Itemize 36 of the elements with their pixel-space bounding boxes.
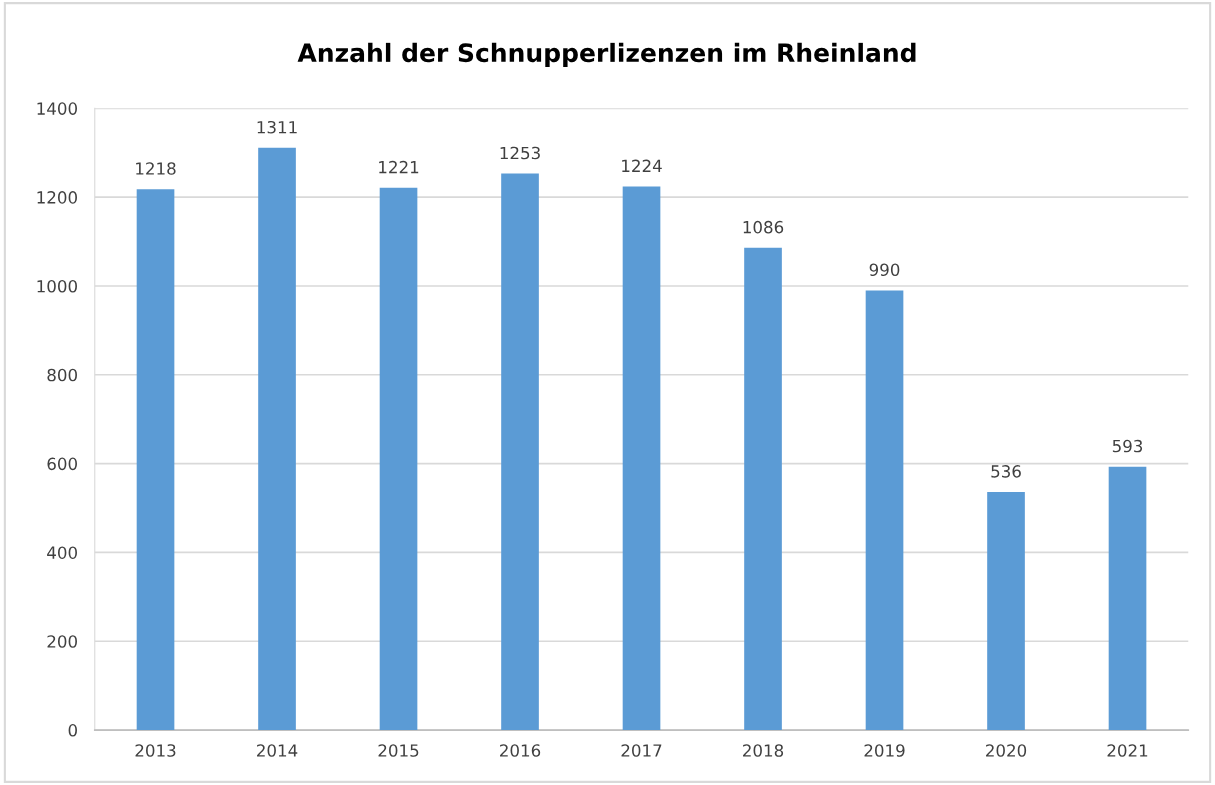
- x-tick-label: 2014: [257, 744, 298, 757]
- bar: [501, 173, 539, 731]
- data-label: 990: [869, 263, 900, 277]
- x-tick-label: 2015: [378, 744, 419, 757]
- bar: [865, 290, 904, 731]
- x-tick-label: 2021: [1107, 744, 1148, 757]
- y-tick-label: 800: [47, 368, 77, 382]
- y-tick-label: 200: [47, 635, 77, 648]
- bar: [379, 187, 418, 731]
- data-label: 536: [991, 465, 1021, 478]
- bar: [1108, 466, 1147, 731]
- data-label: 1221: [379, 160, 419, 174]
- x-tick-label: 2013: [135, 744, 176, 757]
- y-tick-label: 1200: [37, 191, 77, 204]
- y-tick-label: 1000: [37, 279, 77, 293]
- bar: [744, 247, 782, 731]
- bar: [987, 492, 1025, 731]
- bar: [622, 186, 661, 731]
- x-tick-label: 2018: [743, 744, 784, 757]
- y-tick-label: 600: [47, 457, 77, 471]
- data-label: 1224: [622, 159, 662, 172]
- data-label: 1086: [743, 220, 784, 234]
- chart-title: Anzahl der Schnupperlizenzen im Rheinland: [297, 42, 916, 68]
- data-label: 1253: [500, 146, 540, 160]
- x-tick-label: 2017: [621, 744, 662, 757]
- x-tick-label: 2016: [500, 744, 541, 757]
- data-label: 593: [1112, 439, 1143, 453]
- y-tick-label: 1400: [37, 102, 77, 115]
- x-tick-label: 2020: [986, 744, 1027, 757]
- bar: [136, 189, 175, 731]
- x-tick-label: 2019: [864, 744, 905, 757]
- data-label: 1218: [136, 162, 176, 175]
- bar: [258, 147, 296, 731]
- data-label: 1311: [257, 120, 297, 134]
- y-tick-label: 400: [47, 546, 77, 559]
- y-tick-label: 0: [68, 724, 77, 737]
